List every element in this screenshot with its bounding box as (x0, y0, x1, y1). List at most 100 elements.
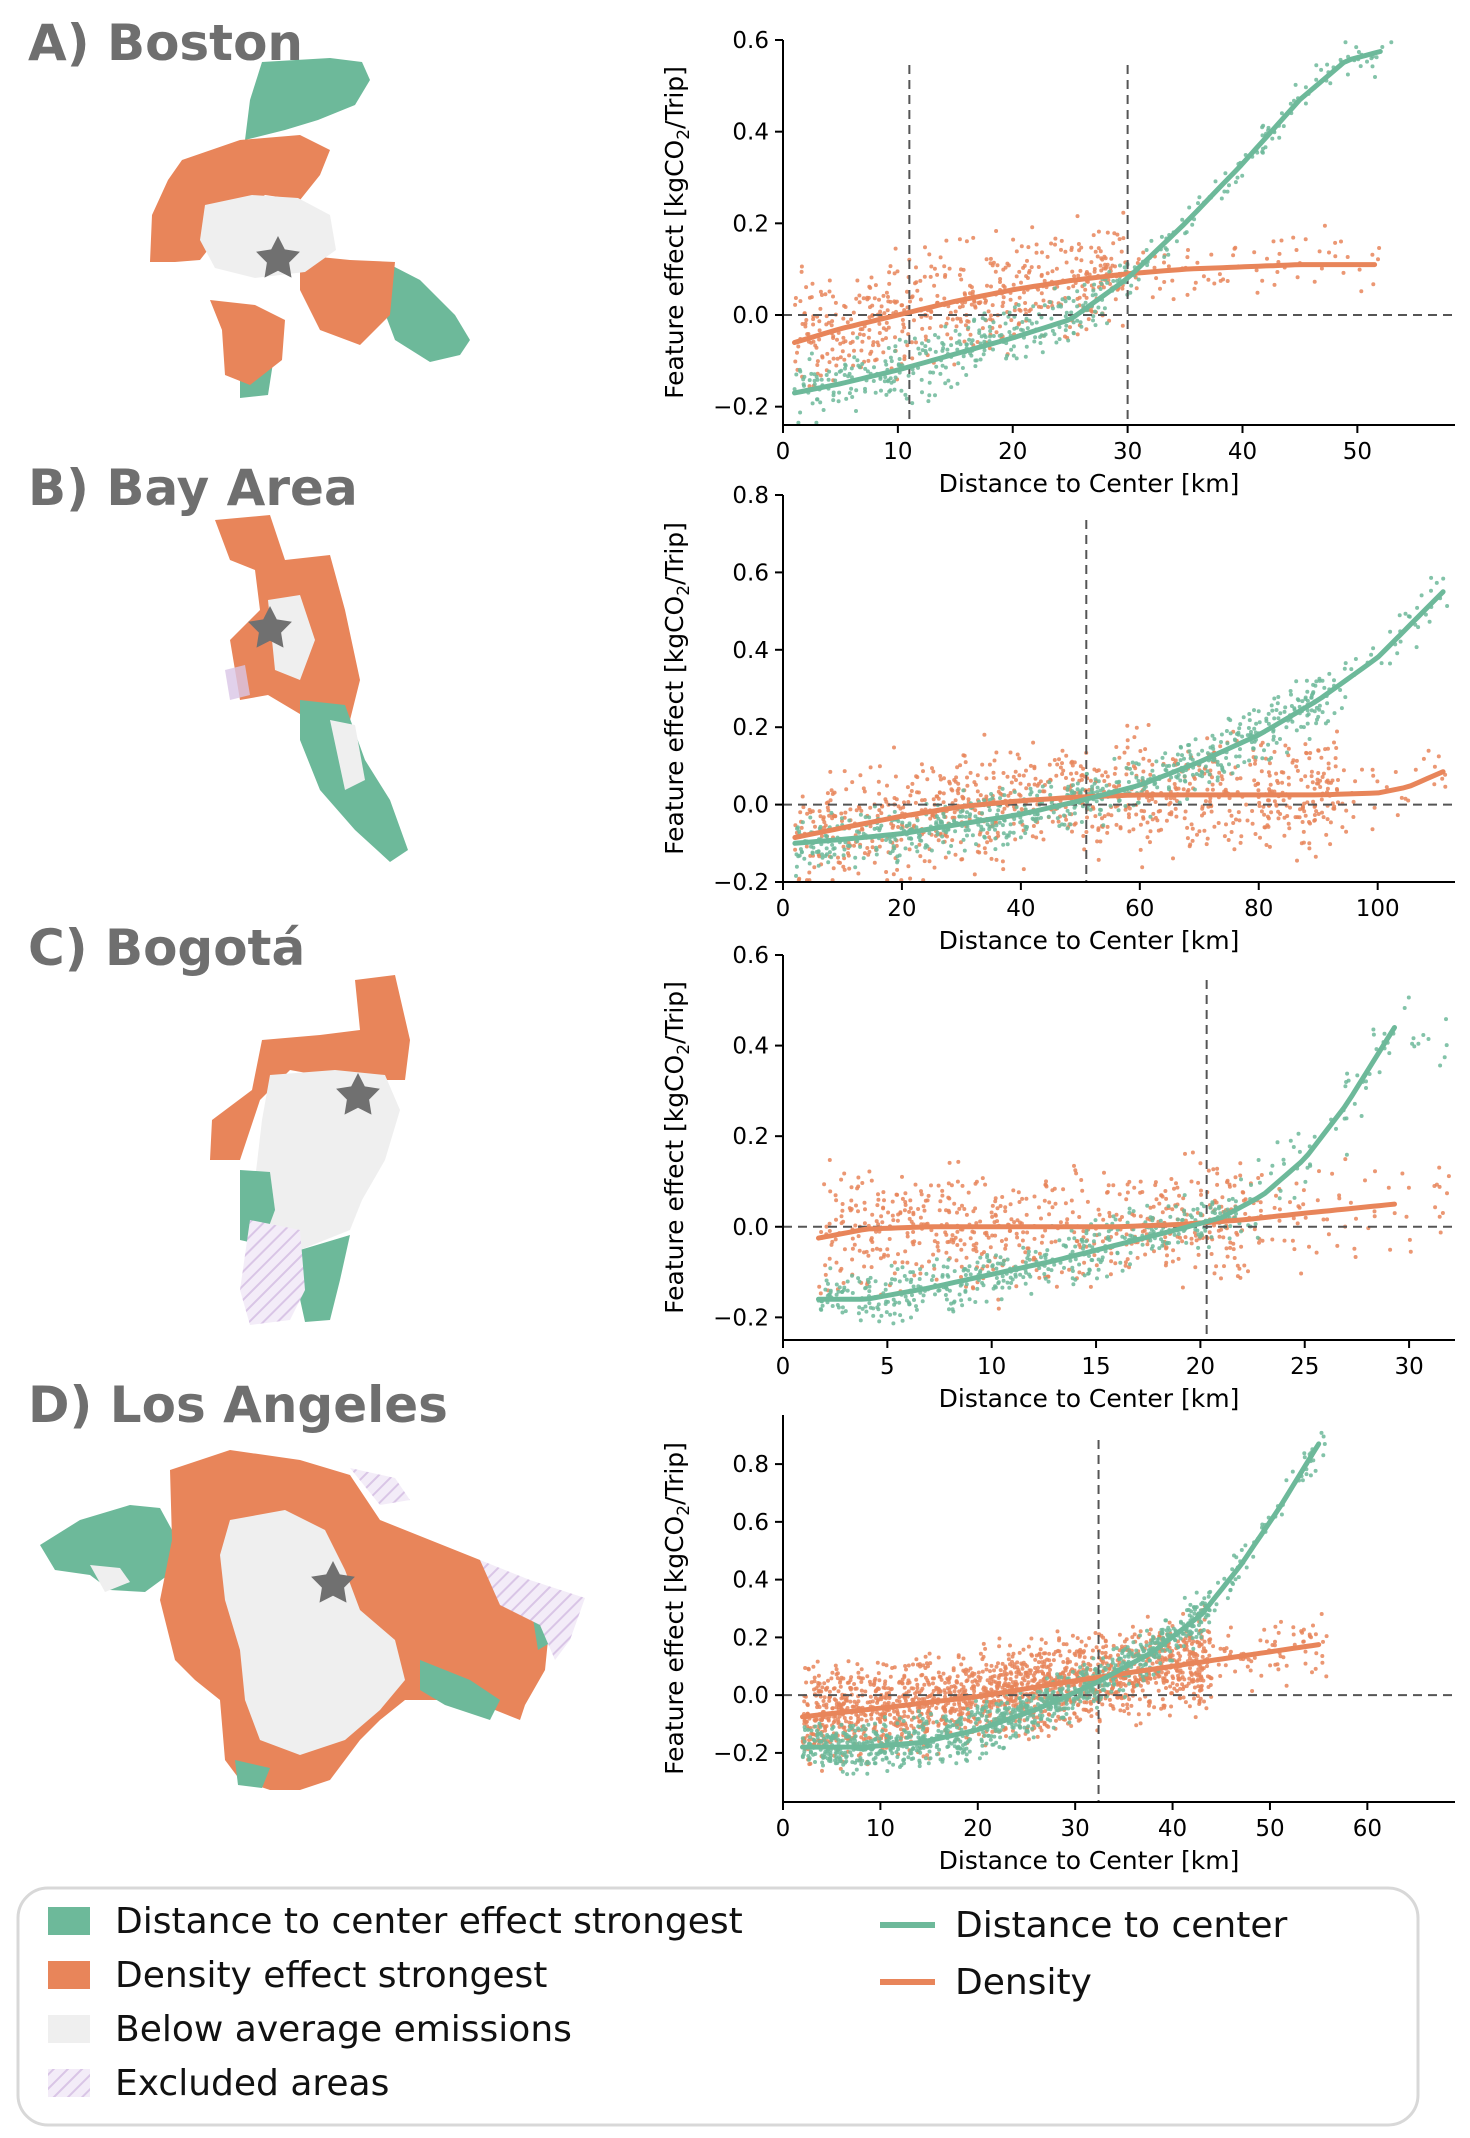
data-point (1272, 282, 1277, 287)
data-point (963, 814, 968, 819)
data-point (1174, 814, 1179, 819)
data-point (926, 1193, 931, 1198)
data-point (1353, 657, 1358, 661)
data-point (1445, 1191, 1449, 1196)
data-point (1111, 1183, 1116, 1188)
data-point (905, 289, 909, 294)
data-point (877, 297, 881, 302)
data-point (1194, 1238, 1199, 1243)
data-point (1071, 330, 1076, 335)
data-point (1349, 667, 1354, 672)
data-point (1160, 1243, 1165, 1248)
data-point (1074, 256, 1079, 261)
data-point (1039, 315, 1044, 320)
data-point (1075, 214, 1080, 219)
data-point (1046, 1279, 1051, 1284)
data-point (1057, 337, 1062, 342)
data-point (1315, 1198, 1320, 1203)
data-point (818, 814, 823, 819)
data-point (1151, 811, 1156, 816)
data-point (1081, 834, 1086, 838)
data-point (1446, 1174, 1451, 1179)
data-point (1080, 1188, 1085, 1193)
data-point (823, 1287, 828, 1292)
data-point (1303, 1215, 1308, 1220)
data-point (1054, 340, 1059, 345)
data-point (863, 1304, 868, 1309)
data-point (1042, 1272, 1047, 1276)
data-point (989, 856, 994, 861)
data-point (881, 1206, 886, 1211)
data-point (1043, 1183, 1048, 1188)
data-point (1198, 1211, 1203, 1216)
data-point (933, 1292, 937, 1297)
data-point (1141, 769, 1146, 774)
data-point (947, 1307, 951, 1312)
data-point (1369, 56, 1374, 61)
data-point (1355, 1073, 1360, 1078)
data-point (1260, 133, 1265, 138)
data-point (860, 362, 865, 366)
data-point (893, 1277, 897, 1282)
data-point (1343, 1084, 1348, 1089)
data-point (1162, 280, 1167, 284)
data-point (991, 320, 996, 325)
data-point (1159, 234, 1164, 239)
data-point (1069, 310, 1074, 315)
data-point (1017, 792, 1022, 797)
data-point (1152, 1705, 1157, 1710)
data-point (884, 1310, 889, 1315)
data-point (989, 313, 993, 318)
data-point (1041, 837, 1046, 842)
data-point (900, 318, 905, 322)
data-point (1086, 317, 1091, 322)
y-tick-label: 0.6 (732, 560, 769, 586)
data-point (1074, 1715, 1079, 1720)
data-point (893, 246, 898, 251)
data-point (1092, 1232, 1097, 1237)
data-point (1057, 1638, 1061, 1643)
data-point (1207, 1638, 1212, 1643)
data-point (1153, 1180, 1158, 1185)
data-point (1213, 1207, 1218, 1212)
data-point (1029, 1652, 1034, 1657)
data-point (1008, 1643, 1012, 1648)
data-point (1319, 266, 1324, 271)
data-point (1008, 830, 1013, 835)
data-point (1063, 249, 1068, 254)
x-tick-label: 50 (1343, 439, 1372, 465)
data-point (929, 1183, 933, 1188)
data-point (1327, 671, 1332, 676)
data-point (857, 365, 862, 370)
data-point (1039, 815, 1043, 820)
data-point (998, 1204, 1003, 1208)
data-point (1164, 818, 1169, 823)
data-point (866, 358, 871, 363)
data-point (1071, 1282, 1076, 1287)
data-point (935, 293, 940, 298)
data-point (842, 847, 847, 852)
data-point (941, 342, 946, 347)
data-point (873, 390, 878, 395)
data-point (884, 838, 888, 842)
data-point (903, 1294, 908, 1299)
data-point (1096, 857, 1101, 862)
data-point (960, 794, 965, 799)
data-point (1109, 1251, 1114, 1256)
data-point (832, 846, 837, 851)
data-point (1093, 249, 1098, 254)
data-point (1026, 1252, 1031, 1257)
data-point (1206, 277, 1211, 282)
data-point (792, 387, 797, 392)
data-point (1121, 210, 1126, 215)
data-point (991, 1267, 996, 1272)
data-point (1125, 1706, 1130, 1711)
data-point (847, 866, 852, 871)
data-point (888, 355, 893, 360)
data-point (914, 1262, 919, 1267)
data-point (936, 838, 941, 843)
data-point (828, 769, 833, 774)
data-point (1372, 1209, 1377, 1214)
data-point (842, 769, 847, 774)
data-point (1015, 752, 1020, 757)
